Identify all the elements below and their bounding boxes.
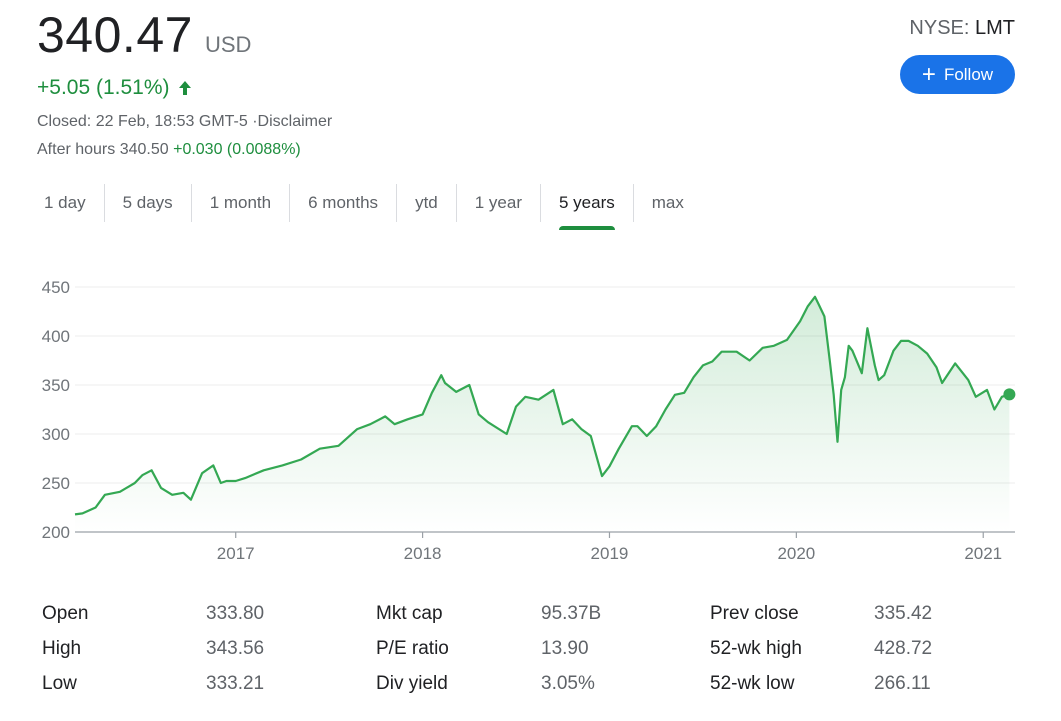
y-tick-label: 250	[42, 474, 70, 493]
tab-1-day[interactable]: 1 day	[26, 184, 104, 222]
y-tick-label: 450	[42, 278, 70, 297]
exchange-label: NYSE:	[909, 17, 975, 39]
tab-label: max	[651, 193, 684, 212]
plus-icon: +	[921, 60, 936, 88]
arrow-up-icon	[178, 81, 191, 95]
after-hours-price: After hours 340.50	[37, 141, 169, 158]
stat-label-mkt-cap: Mkt cap	[376, 602, 443, 624]
x-tick-label: 2018	[404, 544, 442, 563]
stat-value-low: 333.21	[206, 672, 265, 694]
tab-5-years[interactable]: 5 years	[540, 184, 633, 230]
price-line	[74, 295, 1010, 516]
closed-time: Closed: 22 Feb, 18:53 GMT-5 ·	[37, 113, 258, 130]
y-tick-label: 200	[42, 523, 70, 542]
tab-1-month[interactable]: 1 month	[190, 184, 289, 222]
stat-label-high: High	[42, 637, 82, 659]
stats-table: Open 333.80 Mkt cap 95.37B Prev close 33…	[42, 596, 1022, 701]
y-tick-label: 350	[42, 376, 70, 395]
tab-label: 6 months	[308, 193, 379, 212]
follow-label: Follow	[943, 64, 994, 84]
stat-label-52wk-high: 52-wk high	[710, 637, 802, 659]
closed-status: Closed: 22 Feb, 18:53 GMT-5 ·Disclaimer	[37, 113, 332, 131]
tab-label: 1 year	[474, 193, 522, 212]
x-tick-label: 2020	[777, 544, 815, 563]
y-tick-label: 400	[42, 327, 70, 346]
stat-label-prev-close: Prev close	[710, 602, 799, 624]
tab-ytd[interactable]: ytd	[396, 184, 456, 222]
tab-5-days[interactable]: 5 days	[103, 184, 191, 222]
active-tab-indicator	[559, 226, 615, 230]
price-row: 340.47 USD	[37, 6, 251, 64]
stat-label-open: Open	[42, 602, 89, 624]
price-change: +5.05 (1.51%)	[37, 76, 194, 100]
stats-row: Low 333.21 Div yield 3.05% 52-wk low 266…	[42, 666, 1022, 701]
stat-label-52wk-low: 52-wk low	[710, 672, 795, 694]
current-price-dot	[1003, 388, 1016, 401]
tab-1-year[interactable]: 1 year	[455, 184, 540, 222]
follow-button[interactable]: + Follow	[900, 55, 1015, 94]
x-tick-label: 2017	[217, 544, 255, 563]
tab-label: 1 day	[44, 193, 86, 212]
ticker-symbol: LMT	[975, 17, 1015, 39]
disclaimer-link[interactable]: Disclaimer	[257, 113, 333, 130]
stat-value-high: 343.56	[206, 637, 265, 659]
stat-value-52wk-low: 266.11	[874, 672, 931, 694]
tab-label: 5 days	[122, 193, 173, 212]
tab-label: ytd	[415, 193, 438, 212]
ticker: NYSE: LMT	[909, 17, 1015, 40]
stat-value-pe-ratio: 13.90	[541, 637, 589, 659]
stat-value-div-yield: 3.05%	[541, 672, 595, 694]
current-price: 340.47	[37, 7, 193, 63]
currency-label: USD	[204, 32, 252, 57]
after-hours-change: +0.030 (0.0088%)	[173, 141, 301, 158]
stat-value-open: 333.80	[206, 602, 265, 624]
stat-value-52wk-high: 428.72	[874, 637, 933, 659]
stat-label-div-yield: Div yield	[376, 672, 448, 694]
price-chart[interactable]: 450 400 350 300 250 200 2017 2018 2019 2020 2021	[0, 260, 1061, 580]
stats-row: Open 333.80 Mkt cap 95.37B Prev close 33…	[42, 596, 1022, 631]
stat-label-pe-ratio: P/E ratio	[376, 637, 449, 659]
stat-value-mkt-cap: 95.37B	[541, 602, 602, 624]
tab-max[interactable]: max	[632, 184, 702, 222]
tab-label: 1 month	[209, 193, 272, 212]
stat-value-prev-close: 335.42	[874, 602, 933, 624]
y-tick-label: 300	[42, 425, 70, 444]
range-tabs: 1 day 5 days 1 month 6 months ytd 1 year…	[26, 184, 702, 230]
after-hours: After hours 340.50 +0.030 (0.0088%)	[37, 141, 301, 159]
x-tick-label: 2019	[591, 544, 629, 563]
stat-label-low: Low	[42, 672, 77, 694]
price-area-fill	[75, 296, 1010, 532]
tab-6-months[interactable]: 6 months	[289, 184, 396, 222]
tab-label: 5 years	[559, 193, 615, 212]
stats-row: High 343.56 P/E ratio 13.90 52-wk high 4…	[42, 631, 1022, 666]
x-tick-label: 2021	[964, 544, 1002, 563]
price-change-text: +5.05 (1.51%)	[37, 76, 170, 99]
